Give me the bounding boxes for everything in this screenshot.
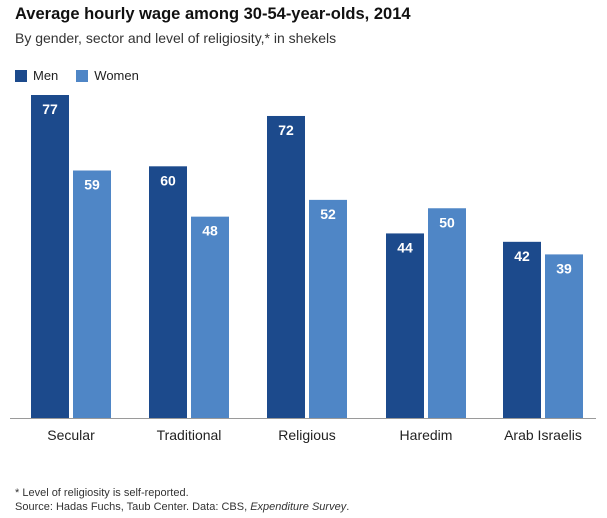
bar-women-haredim — [428, 208, 466, 418]
legend-label-women: Women — [94, 68, 139, 83]
data-label-men-arab-israelis: 42 — [514, 248, 530, 264]
footnote: * Level of religiosity is self-reported. — [15, 487, 189, 499]
x-tick-label-religious: Religious — [278, 427, 336, 443]
legend: Men Women — [15, 68, 157, 83]
bar-men-traditional — [149, 166, 187, 418]
bar-women-arab-israelis — [545, 254, 583, 418]
data-label-women-arab-israelis: 39 — [556, 260, 572, 276]
data-label-men-religious: 72 — [278, 122, 294, 138]
x-tick-label-traditional: Traditional — [157, 427, 222, 443]
bar-women-religious — [309, 199, 347, 418]
bar-men-haredim — [386, 233, 424, 418]
chart-subtitle: By gender, sector and level of religiosi… — [15, 30, 337, 46]
data-label-women-haredim: 50 — [439, 214, 455, 230]
data-label-women-secular: 59 — [84, 177, 100, 193]
legend-label-men: Men — [33, 68, 59, 83]
source-suffix: . — [346, 501, 350, 513]
legend-item-women: Women — [76, 68, 139, 83]
bar-women-secular — [73, 170, 111, 418]
bar-men-arab-israelis — [503, 241, 541, 418]
data-label-women-religious: 52 — [320, 206, 336, 222]
source-italic: Expenditure Survey — [250, 501, 347, 513]
data-label-men-secular: 77 — [42, 101, 58, 117]
source-prefix: Source: Hadas Fuchs, Taub Center. Data: … — [15, 501, 251, 513]
x-tick-label-haredim: Haredim — [400, 427, 453, 443]
source-note: Source: Hadas Fuchs, Taub Center. Data: … — [15, 501, 349, 513]
legend-swatch-women — [76, 69, 89, 82]
legend-item-men: Men — [15, 68, 58, 83]
bar-women-traditional — [191, 216, 229, 418]
data-label-men-haredim: 44 — [397, 239, 413, 255]
x-tick-label-secular: Secular — [47, 427, 95, 443]
bar-men-secular — [31, 95, 69, 418]
bar-men-religious — [267, 115, 305, 418]
legend-swatch-men — [15, 69, 27, 82]
x-tick-label-arab-israelis: Arab Israelis — [504, 427, 582, 443]
data-label-women-traditional: 48 — [202, 223, 218, 239]
chart-title: Average hourly wage among 30-54-year-old… — [15, 5, 411, 23]
data-label-men-traditional: 60 — [160, 172, 176, 188]
